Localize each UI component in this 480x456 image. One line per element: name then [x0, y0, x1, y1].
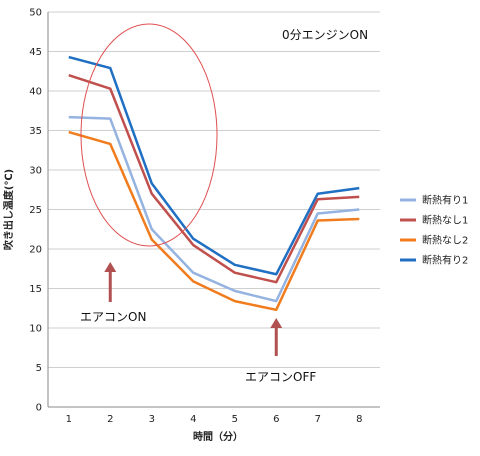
x-tick-label: 5 [232, 414, 238, 425]
y-axis-title: 吹き出し温度(℃) [2, 169, 15, 250]
y-tick-label: 25 [29, 205, 42, 216]
arrow-ac-on-icon [104, 262, 117, 302]
legend: 断熱有り1 断熱なし1 断熱なし2 断熱有り2 [400, 194, 468, 267]
series-line-2 [68, 74, 360, 284]
x-tick-label: 6 [273, 414, 279, 425]
axes [47, 12, 380, 408]
y-tick-label: 40 [29, 87, 42, 98]
y-tick-label: 30 [29, 166, 42, 177]
y-tick-label: 50 [29, 8, 42, 19]
x-tick-labels: 1 2 3 4 5 6 7 8 [66, 414, 363, 425]
series-lines [68, 55, 360, 312]
annotation-ac-on: エアコンON [80, 310, 146, 324]
y-tick-label: 5 [36, 363, 42, 374]
legend-label: 断熱有り1 [422, 194, 468, 207]
x-tick-label: 2 [107, 414, 113, 425]
annotation-engine-on: 0分エンジンON [282, 28, 368, 42]
legend-label: 断熱なし1 [422, 214, 468, 227]
y-tick-label: 20 [29, 245, 42, 256]
y-tick-label: 15 [29, 284, 42, 295]
y-tick-labels: 0 5 10 15 20 25 30 35 40 45 50 [29, 8, 42, 414]
y-tick-label: 35 [29, 126, 42, 137]
arrow-ac-off-icon [270, 318, 283, 356]
x-axis-title: 時間（分） [193, 430, 243, 443]
x-tick-label: 3 [149, 414, 155, 425]
x-tick-label: 4 [190, 414, 196, 425]
annotation-ac-off: エアコンOFF [245, 370, 316, 384]
x-tick-label: 1 [66, 414, 72, 425]
y-tick-label: 10 [29, 324, 42, 335]
annotations: 0分エンジンON エアコンON エアコンOFF [80, 23, 368, 384]
y-tick-label: 0 [36, 403, 42, 414]
x-tick-label: 8 [356, 414, 362, 425]
series-line-1 [68, 115, 360, 303]
series-line-3 [68, 130, 360, 312]
y-tick-label: 45 [29, 47, 42, 58]
legend-label: 断熱なし2 [422, 234, 468, 247]
legend-label: 断熱有り2 [422, 254, 468, 267]
x-tick-label: 7 [315, 414, 321, 425]
highlight-ellipse [80, 23, 218, 247]
series-line-4 [68, 55, 360, 276]
